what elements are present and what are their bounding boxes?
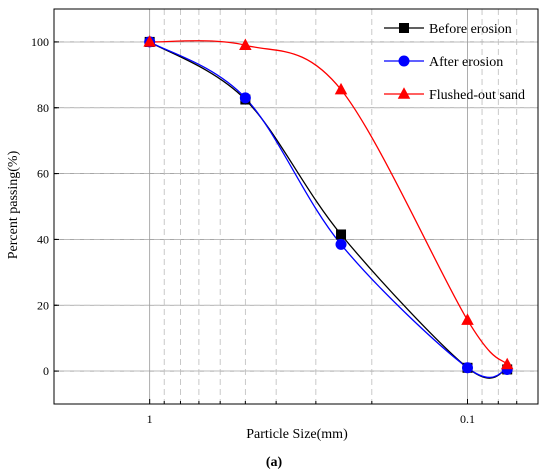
y-tick-label: 40 — [37, 232, 49, 246]
legend-marker-after-erosion — [398, 55, 410, 67]
x-tick-label: 0.1 — [460, 412, 475, 426]
legend-label-after-erosion: After erosion — [429, 55, 503, 70]
x-axis-label: Particle Size(mm) — [246, 427, 348, 442]
grid — [54, 9, 538, 404]
y-tick-label: 20 — [37, 298, 49, 312]
x-tick-label: 1 — [147, 412, 153, 426]
data-point-flushed-out-sand — [500, 357, 514, 370]
data-point-after-erosion — [461, 362, 473, 374]
data-point-flushed-out-sand — [334, 82, 348, 95]
legend-marker-flushed-out-sand — [397, 87, 411, 99]
plot-frame — [53, 8, 539, 405]
data-point-before-erosion — [336, 229, 347, 240]
series-line-flushed-out-sand — [149, 40, 508, 365]
panel-label: (a) — [266, 455, 283, 470]
data-point-flushed-out-sand — [143, 35, 156, 47]
y-tick-label: 0 — [43, 364, 49, 378]
y-axis-label: Percent passing(%) — [6, 150, 21, 259]
data-point-after-erosion — [239, 92, 251, 104]
data-point-flushed-out-sand — [461, 313, 474, 325]
data-point-after-erosion — [335, 238, 347, 250]
legend: Before erosion After erosion Flushed-out s… — [384, 22, 525, 103]
legend-marker-before-erosion — [399, 23, 409, 33]
axis-ticks: 0 20 40 60 80 100 1 0.1 — [31, 35, 518, 426]
y-tick-label: 100 — [31, 35, 49, 49]
series-markers — [143, 35, 514, 375]
data-point-flushed-out-sand — [239, 38, 252, 50]
legend-label-before-erosion: Before erosion — [429, 22, 512, 37]
y-tick-label: 80 — [37, 101, 49, 115]
y-tick-label: 60 — [37, 167, 49, 181]
legend-label-flushed-out-sand: Flushed-out sand — [429, 88, 525, 103]
